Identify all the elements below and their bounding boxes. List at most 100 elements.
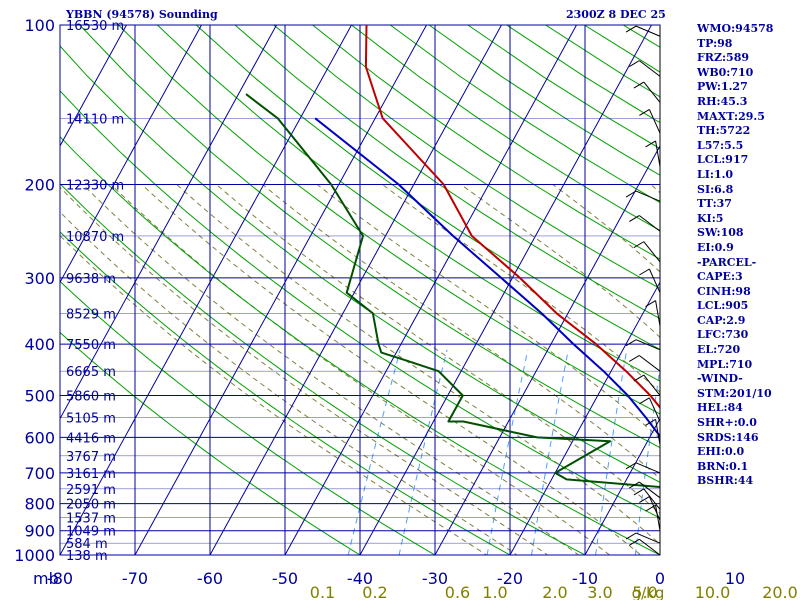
moist-adiabat (60, 186, 549, 555)
wind-barb (638, 215, 661, 232)
dry-adiabat (60, 183, 587, 555)
index-item: CAP:2.9 (697, 313, 746, 327)
index-item: LCL:917 (697, 153, 749, 167)
wind-barb (643, 241, 661, 263)
index-item: MPL:710 (697, 357, 753, 371)
height-label: 3767 m (66, 450, 116, 465)
isotherm-line (60, 25, 277, 420)
temperature-tick-label: -20 (497, 569, 523, 588)
wind-barb-flag (633, 374, 645, 382)
dry-adiabat (234, 25, 660, 320)
dry-adiabat (60, 331, 361, 555)
pressure-tick-label: 900 (24, 522, 55, 541)
wind-barb-flag (629, 355, 640, 362)
wind-barb (638, 481, 661, 499)
index-item: CAPE:3 (697, 270, 743, 284)
height-label: 4416 m (66, 431, 116, 446)
moist-adiabats (60, 184, 660, 555)
wind-barb-flag (645, 504, 656, 512)
dry-adiabat (60, 45, 660, 483)
pressure-tick-label: 600 (24, 428, 55, 447)
height-label: 8529 m (66, 307, 116, 322)
height-label: 1049 m (66, 525, 116, 540)
wind-barb (643, 374, 661, 396)
isotherm-line (134, 25, 427, 555)
index-item: KI:5 (697, 211, 724, 225)
wind-barb (655, 140, 661, 167)
sounding-series (245, 25, 660, 489)
temperature-tick-label: -30 (422, 569, 448, 588)
index-item: WMO:94578 (697, 22, 774, 35)
isotherm-line (60, 25, 202, 284)
mixing-ratio-label: 0.1 (310, 583, 335, 600)
mixing-ratio-line (531, 349, 569, 555)
mixing-ratio-label: 3.0 (587, 583, 612, 600)
moist-adiabat (176, 184, 660, 545)
dry-adiabat (60, 231, 512, 555)
index-item: SHR+:0.0 (697, 416, 757, 430)
wind-barb-flag (633, 488, 645, 496)
index-item: SRDS:146 (697, 430, 759, 444)
height-label: 3161 m (66, 467, 116, 482)
index-item: TP:98 (697, 36, 733, 50)
index-item: LCL:905 (697, 299, 749, 313)
wind-barb (635, 532, 661, 544)
pressure-tick-label: 500 (24, 386, 55, 405)
wind-barb-flag (633, 241, 645, 249)
wind-barbs (625, 25, 661, 556)
isotherm-lines (60, 25, 660, 555)
pressure-tick-label: 400 (24, 335, 55, 354)
moist-adiabat (82, 184, 580, 555)
wind-barb (655, 419, 661, 446)
index-item: EL:720 (697, 343, 741, 357)
wind-barb (638, 538, 661, 556)
height-label: 2591 m (66, 483, 116, 498)
wind-barb-flag (629, 481, 640, 489)
chart-time: 2300Z 8 DEC 25 (566, 8, 666, 21)
moist-adiabat (60, 234, 488, 555)
wind-barb (648, 268, 661, 293)
index-item: EI:0.9 (697, 240, 734, 254)
wind-barb-flag (639, 109, 650, 116)
index-item: HEL:84 (697, 401, 743, 415)
isotherm-line (209, 25, 502, 555)
wind-barb-flag (625, 339, 637, 347)
height-label: 5105 m (66, 411, 116, 426)
wind-barb (648, 397, 661, 422)
mixing-ratio-line (398, 349, 448, 555)
index-item: EHI:0.0 (697, 445, 745, 459)
pressure-tick-label: 700 (24, 464, 55, 483)
moist-adiabat (316, 184, 660, 440)
temperature-tick-label: -80 (47, 569, 73, 588)
wind-barb-flag (629, 538, 640, 546)
temperature-tick-label: -60 (197, 569, 223, 588)
index-item: SI:6.8 (697, 182, 734, 196)
height-label: 10870 m (66, 230, 124, 245)
height-label: 6665 m (66, 365, 116, 380)
indices-panel: WMO:94578 TP:98 FRZ:589 WB0:710 PW:1.27 RH:45… (697, 22, 800, 489)
moist-adiabat (460, 184, 660, 339)
wind-barb (635, 339, 661, 351)
isotherm-line (60, 25, 352, 555)
dry-adiabats (60, 25, 660, 555)
moist-adiabat (60, 211, 518, 555)
index-item: PW:1.27 (697, 80, 748, 94)
mixing-ratio-unit: g/kg (632, 584, 665, 600)
isotherm-line (584, 417, 660, 555)
parcel-line (314, 117, 660, 438)
wind-barb (643, 488, 661, 510)
wind-barb-flag (639, 268, 650, 276)
wind-barb-flag (629, 215, 640, 222)
wind-barb (638, 60, 661, 77)
pressure-tick-label: 200 (24, 176, 55, 195)
isotherm-line (434, 144, 660, 555)
mixing-ratio-label: 0.6 (445, 583, 470, 600)
height-label: 14110 m (66, 112, 124, 127)
index-item: RH:45.3 (697, 94, 748, 108)
moist-adiabat (110, 184, 611, 555)
wind-barb-flag (633, 81, 645, 89)
wind-barb (648, 496, 661, 521)
height-label: 2050 m (66, 498, 116, 513)
isotherm-line (509, 281, 660, 555)
